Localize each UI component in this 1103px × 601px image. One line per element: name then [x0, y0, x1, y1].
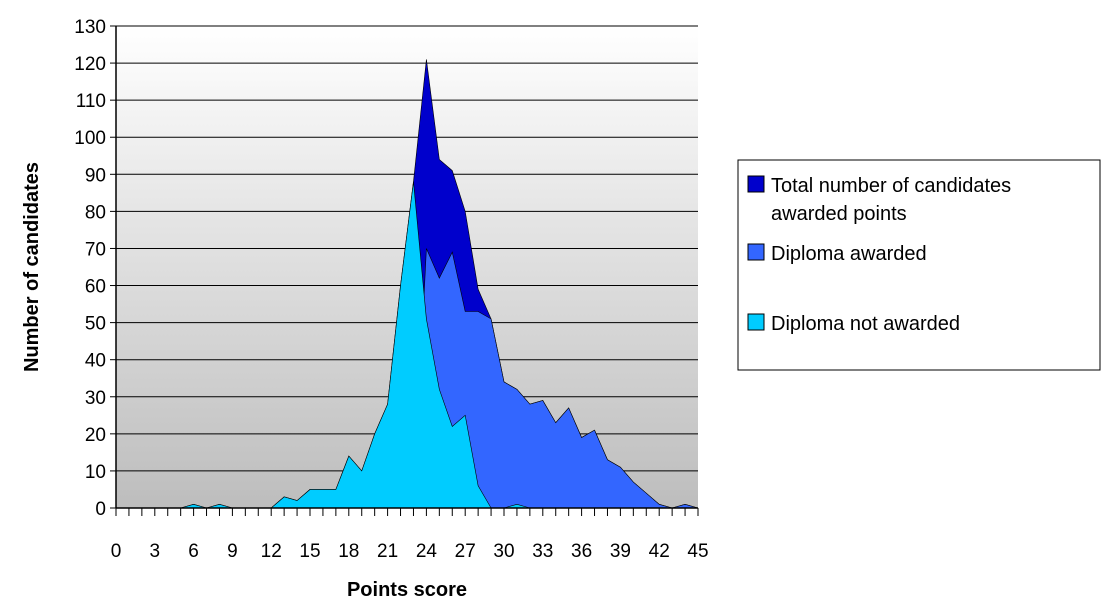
y-tick-label: 60 — [85, 277, 106, 298]
y-tick-label: 0 — [95, 499, 106, 520]
x-tick-label: 3 — [150, 541, 161, 562]
y-tick-label: 90 — [85, 165, 106, 186]
y-tick-label: 20 — [85, 425, 106, 446]
x-tick-label: 24 — [416, 541, 438, 562]
legend-label: Diploma not awarded — [771, 313, 960, 335]
x-tick-label: 33 — [532, 541, 553, 562]
x-tick-label: 12 — [261, 541, 282, 562]
x-tick-label: 42 — [649, 541, 670, 562]
y-tick-label: 100 — [74, 128, 106, 149]
x-tick-label: 21 — [377, 541, 398, 562]
legend-box — [737, 159, 1101, 371]
x-tick-label: 36 — [571, 541, 592, 562]
x-tick-label: 18 — [338, 541, 359, 562]
x-tick-label: 9 — [227, 541, 238, 562]
legend-label: awarded points — [771, 203, 907, 225]
y-tick-label: 130 — [74, 17, 106, 38]
legend-label: Diploma awarded — [771, 243, 927, 265]
y-tick-label: 110 — [76, 91, 106, 112]
x-tick-label: 45 — [687, 541, 708, 562]
y-tick-label: 10 — [85, 462, 106, 483]
x-axis-title: Points score — [347, 579, 467, 601]
y-axis-title: Number of candidates — [21, 162, 43, 372]
x-tick-label: 6 — [188, 541, 199, 562]
x-tick-label: 27 — [455, 541, 476, 562]
y-tick-label: 40 — [85, 351, 106, 372]
y-tick-label: 70 — [85, 239, 106, 260]
y-tick-label: 120 — [74, 54, 106, 75]
legend-label: Total number of candidates — [771, 175, 1011, 197]
y-tick-label: 50 — [85, 314, 106, 335]
x-tick-label: 0 — [111, 541, 122, 562]
legend-swatch — [747, 175, 765, 193]
legend: Total number of candidates awarded points… — [737, 159, 1101, 371]
legend-swatch — [747, 243, 765, 261]
y-tick-label: 30 — [85, 388, 106, 409]
x-tick-label: 15 — [299, 541, 320, 562]
x-tick-label: 30 — [493, 541, 514, 562]
legend-swatch — [747, 313, 765, 331]
x-tick-label: 39 — [610, 541, 631, 562]
y-tick-label: 80 — [85, 202, 106, 223]
